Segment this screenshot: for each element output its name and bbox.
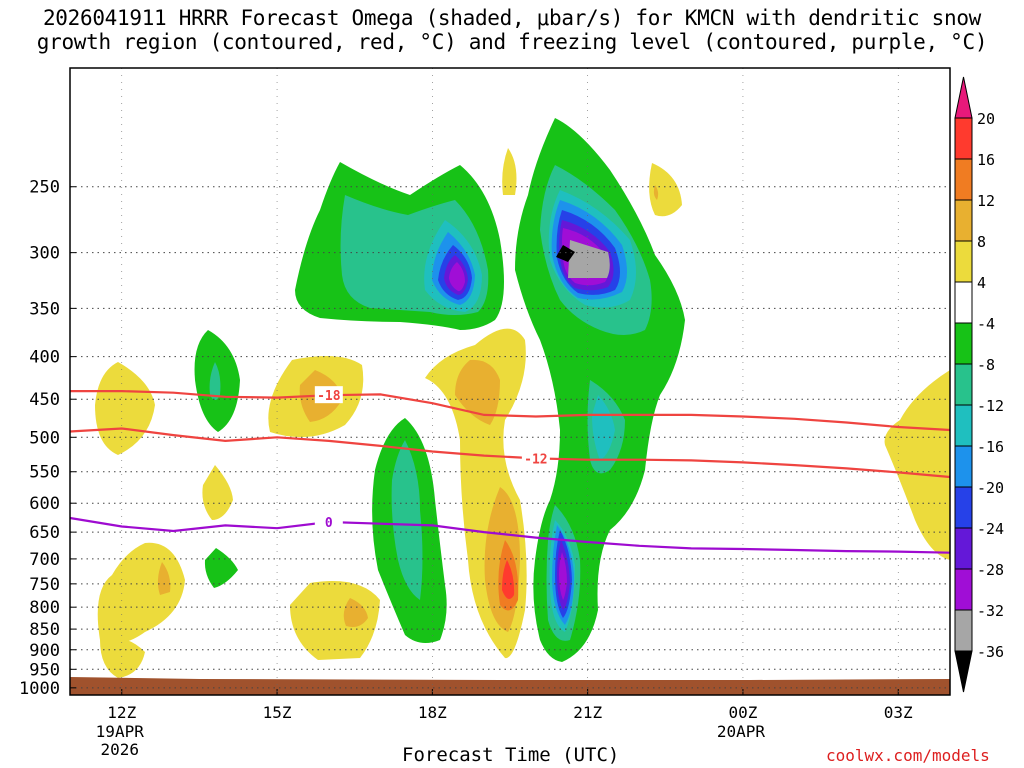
pressure-axis-labels: 2503003504004505005506006507007508008509… — [19, 178, 60, 699]
colorbar-swatch — [954, 240, 973, 283]
colorbar-label: 4 — [977, 274, 986, 292]
colorbar-swatch — [954, 281, 973, 324]
sinking-area — [343, 598, 368, 627]
y-tick-label: 800 — [29, 598, 60, 618]
sinking-areas — [95, 148, 950, 678]
contour-label-bg — [521, 449, 550, 467]
contour-label: 0 — [325, 516, 333, 531]
colorbar-swatch — [954, 363, 973, 406]
colorbar-bottom-arrow — [954, 650, 973, 693]
y-tick-label: 550 — [29, 463, 60, 483]
colorbar-label: -24 — [977, 520, 1004, 538]
colorbar-swatch — [954, 158, 973, 201]
rising-area — [391, 440, 423, 600]
strong-rising-areas — [424, 190, 636, 632]
sinking-area — [653, 185, 659, 200]
y-tick-label: 600 — [29, 494, 60, 514]
x-tick-label: 15Z — [263, 703, 292, 722]
x-tick-sublabel: 19APR — [96, 722, 145, 741]
contour-label-bg — [314, 512, 343, 530]
colorbar-label: 20 — [977, 110, 995, 128]
colorbar-swatch — [954, 568, 973, 611]
colorbar-label: -20 — [977, 479, 1004, 497]
y-tick-label: 700 — [29, 550, 60, 570]
colorbar-label: -12 — [977, 397, 1004, 415]
colorbar-swatch — [954, 445, 973, 488]
contour-label: -12 — [524, 452, 547, 467]
omega-shading — [95, 118, 950, 678]
y-tick-label: 300 — [29, 244, 60, 264]
y-tick-label: 400 — [29, 348, 60, 368]
colorbar-swatch — [954, 404, 973, 447]
sinking-area — [100, 637, 145, 678]
sinking-area — [157, 562, 171, 595]
contour-line — [69, 516, 951, 554]
x-axis-title: Forecast Time (UTC) — [402, 744, 620, 766]
sinking-area — [502, 148, 517, 195]
colorbar-label: -36 — [977, 643, 1004, 661]
rising-area — [204, 548, 238, 588]
credit-link[interactable]: coolwx.com/models — [826, 746, 990, 765]
y-tick-label: 650 — [29, 523, 60, 543]
x-tick-label: 12Z — [107, 703, 136, 722]
x-tick-label: 00Z — [728, 703, 757, 722]
contour-label-bg — [314, 386, 343, 404]
contour-line — [70, 390, 951, 432]
colorbar-swatch — [954, 486, 973, 529]
plot-frame — [69, 67, 951, 696]
colorbar-swatch — [954, 527, 973, 570]
colorbar-label: 8 — [977, 233, 986, 251]
colorbar-label: 16 — [977, 151, 995, 169]
x-tick-sublabel: 2026 — [100, 740, 139, 759]
title-line-1: 2026041911 HRRR Forecast Omega (shaded, … — [42, 6, 982, 30]
x-tick-sublabel: 20APR — [717, 722, 766, 741]
sinking-core — [502, 560, 515, 599]
pressure-gridlines — [70, 186, 950, 689]
colorbar-swatch — [954, 322, 973, 365]
rising-core — [449, 262, 465, 292]
sinking-area — [202, 465, 233, 520]
colorbar-swatch — [954, 199, 973, 242]
rising-core — [568, 240, 610, 278]
temperature-contours: -18 -12 0 — [69, 386, 951, 554]
colorbar-label: -8 — [977, 356, 995, 374]
x-tick-label: 21Z — [573, 703, 602, 722]
rising-core — [556, 245, 575, 262]
y-tick-label: 950 — [29, 660, 60, 680]
chart-title: 2026041911 HRRR Forecast Omega (shaded, … — [0, 6, 1024, 54]
y-tick-label: 350 — [29, 299, 60, 319]
x-tick-label: 03Z — [884, 703, 913, 722]
title-line-2: growth region (contoured, red, °C) and f… — [36, 30, 988, 54]
terrain — [70, 677, 950, 695]
rising-core — [559, 552, 567, 600]
y-tick-label: 1000 — [19, 679, 60, 699]
y-tick-label: 450 — [29, 390, 60, 410]
contour-line — [69, 427, 951, 479]
y-tick-label: 500 — [29, 428, 60, 448]
colorbar-label: -4 — [977, 315, 995, 333]
rising-area — [592, 395, 615, 460]
colorbar-top-arrow — [954, 76, 973, 119]
contour-label: -18 — [317, 389, 341, 404]
colorbar-label: -32 — [977, 602, 1004, 620]
colorbar-legend: 20 16 12 8 4 -4 -8 -12 -16 -20 -24 -28 -32 -36 — [954, 76, 1004, 693]
sinking-area — [649, 163, 682, 217]
sinking-area — [455, 359, 500, 425]
sinking-area — [290, 581, 380, 660]
strong-sinking-areas — [498, 540, 519, 611]
y-tick-label: 900 — [29, 641, 60, 661]
y-tick-label: 750 — [29, 575, 60, 595]
colorbar-label: -28 — [977, 561, 1004, 579]
x-tick-label: 18Z — [418, 703, 447, 722]
sinking-area — [884, 370, 950, 560]
rising-area — [209, 362, 221, 400]
colorbar-swatch — [954, 609, 973, 652]
colorbar-label: -16 — [977, 438, 1004, 456]
colorbar-swatch — [954, 117, 973, 160]
y-tick-label: 850 — [29, 620, 60, 640]
y-tick-label: 250 — [29, 178, 60, 198]
colorbar-label: 12 — [977, 192, 995, 210]
